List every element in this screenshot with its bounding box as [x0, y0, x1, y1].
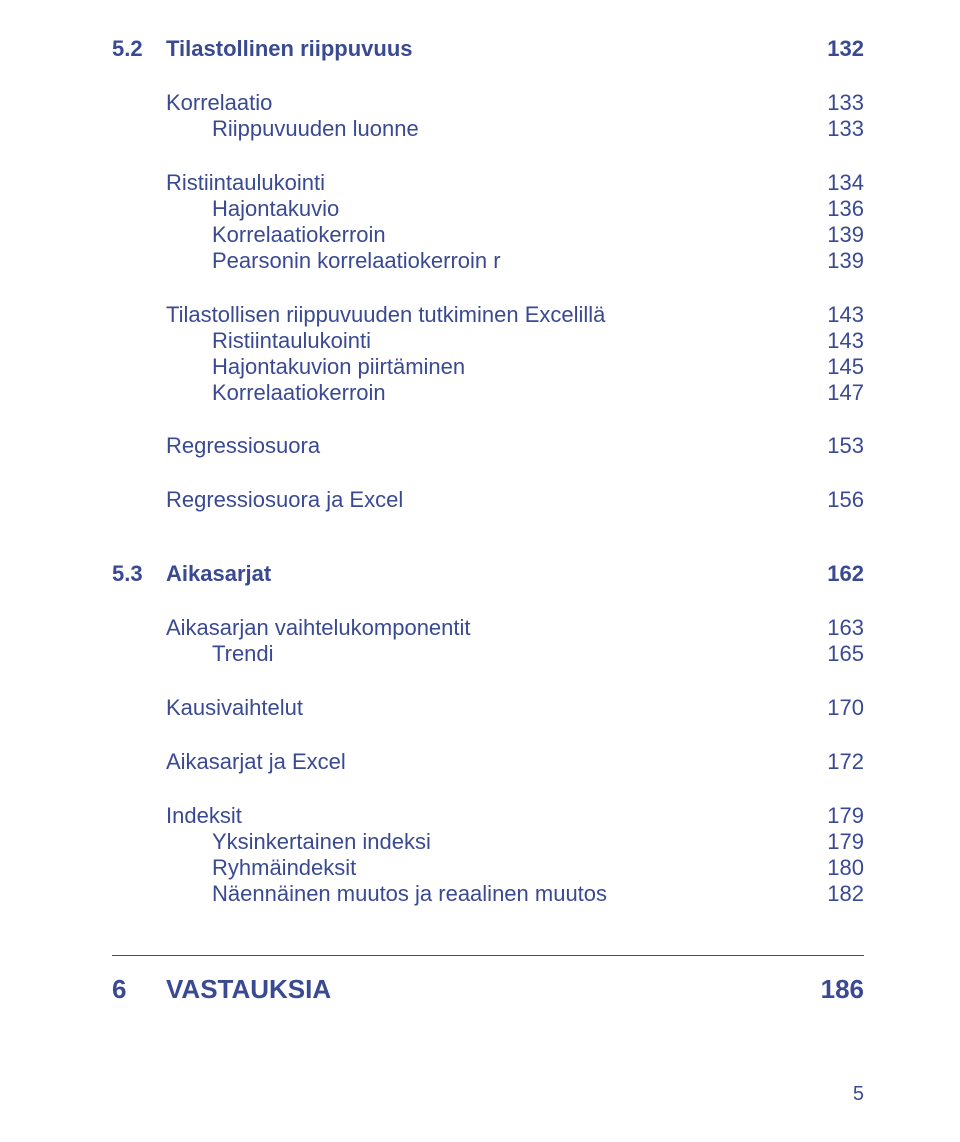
toc-entry: Korrelaatio 133 [166, 90, 864, 116]
toc-section-5-3: 5.3Aikasarjat 162 [112, 561, 864, 587]
section-number: 5.3 [112, 561, 166, 587]
toc-entry: Pearsonin korrelaatiokerroin r 139 [212, 248, 864, 274]
entry-label: Trendi [212, 641, 804, 667]
toc-entry: Tilastollisen riippuvuuden tutkiminen Ex… [166, 302, 864, 328]
entry-label: Regressiosuora [166, 433, 804, 459]
entry-page: 139 [804, 248, 864, 274]
section-page: 132 [804, 36, 864, 62]
section-title: Aikasarjat [166, 561, 271, 586]
toc-entry: Hajontakuvion piirtäminen 145 [212, 354, 864, 380]
toc-entry: Aikasarjan vaihtelukomponentit 163 [166, 615, 864, 641]
spacer [112, 907, 864, 955]
entry-page: 147 [804, 380, 864, 406]
entry-page: 145 [804, 354, 864, 380]
entry-page: 139 [804, 222, 864, 248]
toc-section-5-2: 5.2Tilastollinen riippuvuus 132 [112, 36, 864, 62]
entry-label: Ristiintaulukointi [212, 328, 804, 354]
section-label: 5.3Aikasarjat [112, 561, 804, 587]
entry-page: 143 [804, 328, 864, 354]
entry-label: Yksinkertainen indeksi [212, 829, 804, 855]
spacer [112, 587, 864, 615]
entry-label: Hajontakuvion piirtäminen [212, 354, 804, 380]
spacer [112, 513, 864, 561]
spacer [112, 405, 864, 433]
entry-page: 179 [804, 829, 864, 855]
entry-label: Korrelaatio [166, 90, 804, 116]
toc-entry: Ristiintaulukointi 143 [212, 328, 864, 354]
toc-entry: Trendi 165 [212, 641, 864, 667]
entry-page: 180 [804, 855, 864, 881]
entry-page: 133 [804, 90, 864, 116]
spacer [112, 142, 864, 170]
entry-label: Regressiosuora ja Excel [166, 487, 804, 513]
entry-page: 134 [804, 170, 864, 196]
chapter-title: VASTAUKSIA [166, 974, 331, 1004]
entry-page: 153 [804, 433, 864, 459]
entry-page: 133 [804, 116, 864, 142]
toc-entry: Ryhmäindeksit 180 [212, 855, 864, 881]
entry-label: Tilastollisen riippuvuuden tutkiminen Ex… [166, 302, 804, 328]
section-number: 5.2 [112, 36, 166, 62]
entry-label: Aikasarjan vaihtelukomponentit [166, 615, 804, 641]
spacer [112, 956, 864, 974]
entry-label: Korrelaatiokerroin [212, 380, 804, 406]
entry-page: 143 [804, 302, 864, 328]
toc-entry: Regressiosuora 153 [166, 433, 864, 459]
spacer [112, 274, 864, 302]
spacer [112, 62, 864, 90]
spacer [112, 775, 864, 803]
spacer [112, 667, 864, 695]
entry-label: Aikasarjat ja Excel [166, 749, 804, 775]
toc-entry: Ristiintaulukointi 134 [166, 170, 864, 196]
chapter-number: 6 [112, 974, 166, 1005]
entry-label: Riippuvuuden luonne [212, 116, 804, 142]
entry-label: Kausivaihtelut [166, 695, 804, 721]
entry-page: 182 [804, 881, 864, 907]
chapter-page: 186 [804, 974, 864, 1005]
toc-entry: Regressiosuora ja Excel 156 [166, 487, 864, 513]
entry-label: Pearsonin korrelaatiokerroin r [212, 248, 804, 274]
entry-label: Korrelaatiokerroin [212, 222, 804, 248]
entry-page: 165 [804, 641, 864, 667]
toc-entry: Indeksit 179 [166, 803, 864, 829]
entry-page: 163 [804, 615, 864, 641]
toc-entry: Näennäinen muutos ja reaalinen muutos 18… [212, 881, 864, 907]
page-number: 5 [853, 1083, 864, 1106]
entry-page: 156 [804, 487, 864, 513]
toc-entry: Riippuvuuden luonne 133 [212, 116, 864, 142]
entry-label: Näennäinen muutos ja reaalinen muutos [212, 881, 804, 907]
toc-entry: Aikasarjat ja Excel 172 [166, 749, 864, 775]
toc-entry: Hajontakuvio 136 [212, 196, 864, 222]
spacer [112, 721, 864, 749]
entry-label: Indeksit [166, 803, 804, 829]
entry-label: Ryhmäindeksit [212, 855, 804, 881]
section-title: Tilastollinen riippuvuus [166, 36, 413, 61]
entry-page: 170 [804, 695, 864, 721]
toc-page: 5.2Tilastollinen riippuvuus 132 Korrelaa… [0, 0, 960, 1142]
entry-page: 136 [804, 196, 864, 222]
entry-label: Ristiintaulukointi [166, 170, 804, 196]
chapter-label: 6VASTAUKSIA [112, 974, 804, 1005]
entry-label: Hajontakuvio [212, 196, 804, 222]
toc-chapter-6: 6VASTAUKSIA 186 [112, 974, 864, 1005]
toc-entry: Yksinkertainen indeksi 179 [212, 829, 864, 855]
entry-page: 172 [804, 749, 864, 775]
section-label: 5.2Tilastollinen riippuvuus [112, 36, 804, 62]
toc-entry: Korrelaatiokerroin 147 [212, 380, 864, 406]
spacer [112, 459, 864, 487]
toc-entry: Korrelaatiokerroin 139 [212, 222, 864, 248]
entry-page: 179 [804, 803, 864, 829]
toc-entry: Kausivaihtelut 170 [166, 695, 864, 721]
section-page: 162 [804, 561, 864, 587]
